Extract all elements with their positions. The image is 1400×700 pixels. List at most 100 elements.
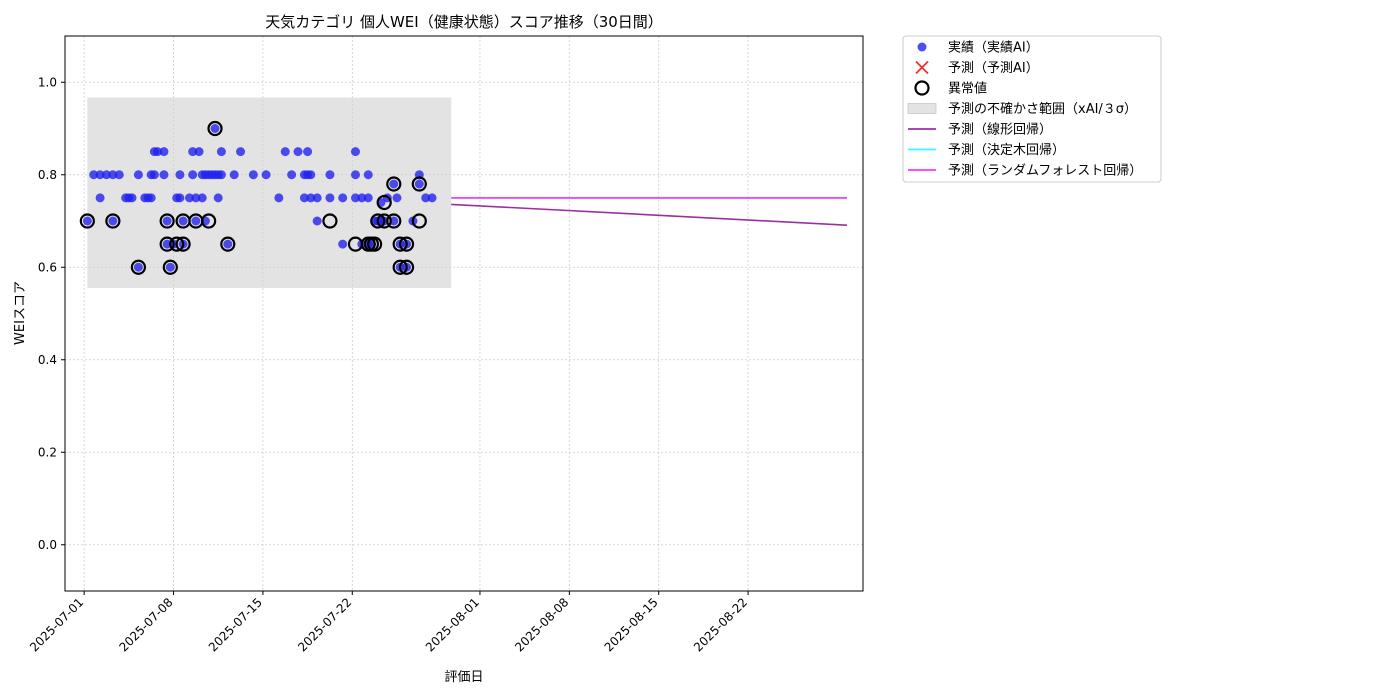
actual-point: [188, 147, 198, 157]
actual-point: [350, 170, 360, 180]
actual-point: [188, 170, 198, 180]
actual-point: [312, 193, 322, 203]
anomaly-ring: [411, 176, 427, 192]
actual-point: [89, 170, 99, 180]
actual-point: [389, 179, 399, 189]
actual-point: [312, 216, 322, 226]
legend-swatch-forecast-x: [915, 60, 929, 75]
actual-point: [178, 216, 188, 226]
anomaly-ring: [386, 176, 402, 192]
anomaly-ring: [392, 236, 408, 252]
actual-point: [191, 193, 201, 203]
actual-point: [184, 193, 194, 203]
x-tick-label: 2025-08-15: [602, 595, 661, 654]
actual-point: [303, 147, 313, 157]
anomaly-ring: [386, 213, 402, 229]
actual-point: [306, 170, 316, 180]
anomaly-rings-layer: [79, 120, 427, 275]
anomaly-ring: [322, 213, 338, 229]
uncertainty-band-layer: [87, 97, 452, 289]
actual-point: [280, 147, 290, 157]
x-axis-label: 評価日: [444, 670, 483, 685]
legend-label: 実績（実績AI）: [948, 40, 1039, 56]
plot-frame: [64, 35, 864, 592]
legend-label: 予測（線形回帰）: [948, 122, 1052, 138]
anomaly-ring: [79, 213, 95, 229]
actual-point: [325, 170, 335, 180]
legend-label: 予測の不確かさ範囲（xAI/３σ）: [948, 101, 1137, 117]
actual-point: [159, 147, 169, 157]
anomaly-ring: [207, 120, 223, 137]
actual-point: [149, 170, 159, 180]
actual-point: [427, 193, 437, 203]
anomaly-ring: [162, 259, 178, 275]
actual-point: [287, 170, 297, 180]
legend-swatch-anomaly: [914, 80, 930, 96]
actual-point: [350, 147, 360, 157]
actual-point: [392, 193, 402, 203]
legend-swatch-band: [907, 103, 937, 114]
x-tick-label: 2025-07-01: [27, 595, 86, 654]
actual-point: [95, 170, 105, 180]
actual-point: [108, 170, 118, 180]
legend-swatch-actual: [917, 42, 927, 52]
actual-point: [162, 239, 172, 249]
anomaly-ring: [370, 213, 386, 229]
actual-point: [175, 193, 185, 203]
anomaly-ring: [392, 259, 408, 275]
actual-point: [153, 147, 163, 157]
legend-label: 予測（予測AI）: [948, 61, 1039, 76]
anomaly-ring: [411, 213, 427, 229]
y-tick-label: 0.6: [38, 260, 57, 274]
chart-title: 天気カテゴリ 個人WEI（健康状態）スコア推移（30日間）: [265, 13, 663, 31]
anomaly-ring: [201, 213, 217, 229]
actual-point: [229, 170, 239, 180]
legend-label: 異常値: [948, 81, 987, 97]
actual-point: [133, 262, 143, 272]
actual-point: [350, 193, 360, 203]
forecast-lines-layer: [451, 197, 848, 226]
uncertainty-band: [87, 97, 452, 289]
actual-point: [338, 239, 348, 249]
actual-point: [95, 193, 105, 203]
anomaly-ring: [130, 259, 147, 275]
anomaly-ring: [175, 236, 191, 252]
actual-point: [159, 170, 169, 180]
legend-label: 予測（ランダムフォレスト回帰）: [948, 163, 1142, 179]
y-tick-label: 0.2: [38, 445, 57, 459]
actual-point: [306, 193, 316, 203]
actual-point: [162, 216, 172, 226]
x-tick-label: 2025-07-15: [206, 595, 265, 654]
actual-point: [223, 239, 233, 249]
actual-point: [357, 193, 367, 203]
y-tick-label: 1.0: [38, 75, 57, 89]
actual-point: [101, 170, 111, 180]
legend-label: 予測（決定木回帰）: [948, 142, 1065, 158]
actual-point: [325, 193, 335, 203]
actual-point: [216, 170, 226, 180]
actual-point: [175, 170, 185, 180]
actual-point: [248, 170, 258, 180]
actual-point: [299, 193, 309, 203]
actual-point: [389, 216, 399, 226]
forecast-line: [451, 203, 848, 226]
anomaly-ring: [398, 259, 415, 275]
y-tick-label: 0.0: [38, 538, 57, 552]
y-axis-label: WEIスコア: [13, 281, 28, 345]
anomaly-ring: [376, 213, 392, 229]
actual-point: [133, 170, 143, 180]
actual-point: [363, 193, 373, 203]
y-axis: 0.0 0.2 0.4 0.6 0.8 1.0: [38, 75, 65, 552]
actual-point: [414, 179, 424, 189]
y-tick-label: 0.4: [38, 353, 57, 367]
anomaly-ring: [367, 236, 383, 252]
actual-point: [146, 193, 156, 203]
x-tick-label: 2025-07-22: [295, 595, 354, 654]
anomaly-ring: [159, 236, 175, 252]
actual-point: [114, 170, 124, 180]
anomaly-ring: [169, 236, 185, 252]
anomaly-ring: [105, 213, 121, 229]
actual-point: [338, 193, 348, 203]
actual-point: [82, 216, 92, 226]
